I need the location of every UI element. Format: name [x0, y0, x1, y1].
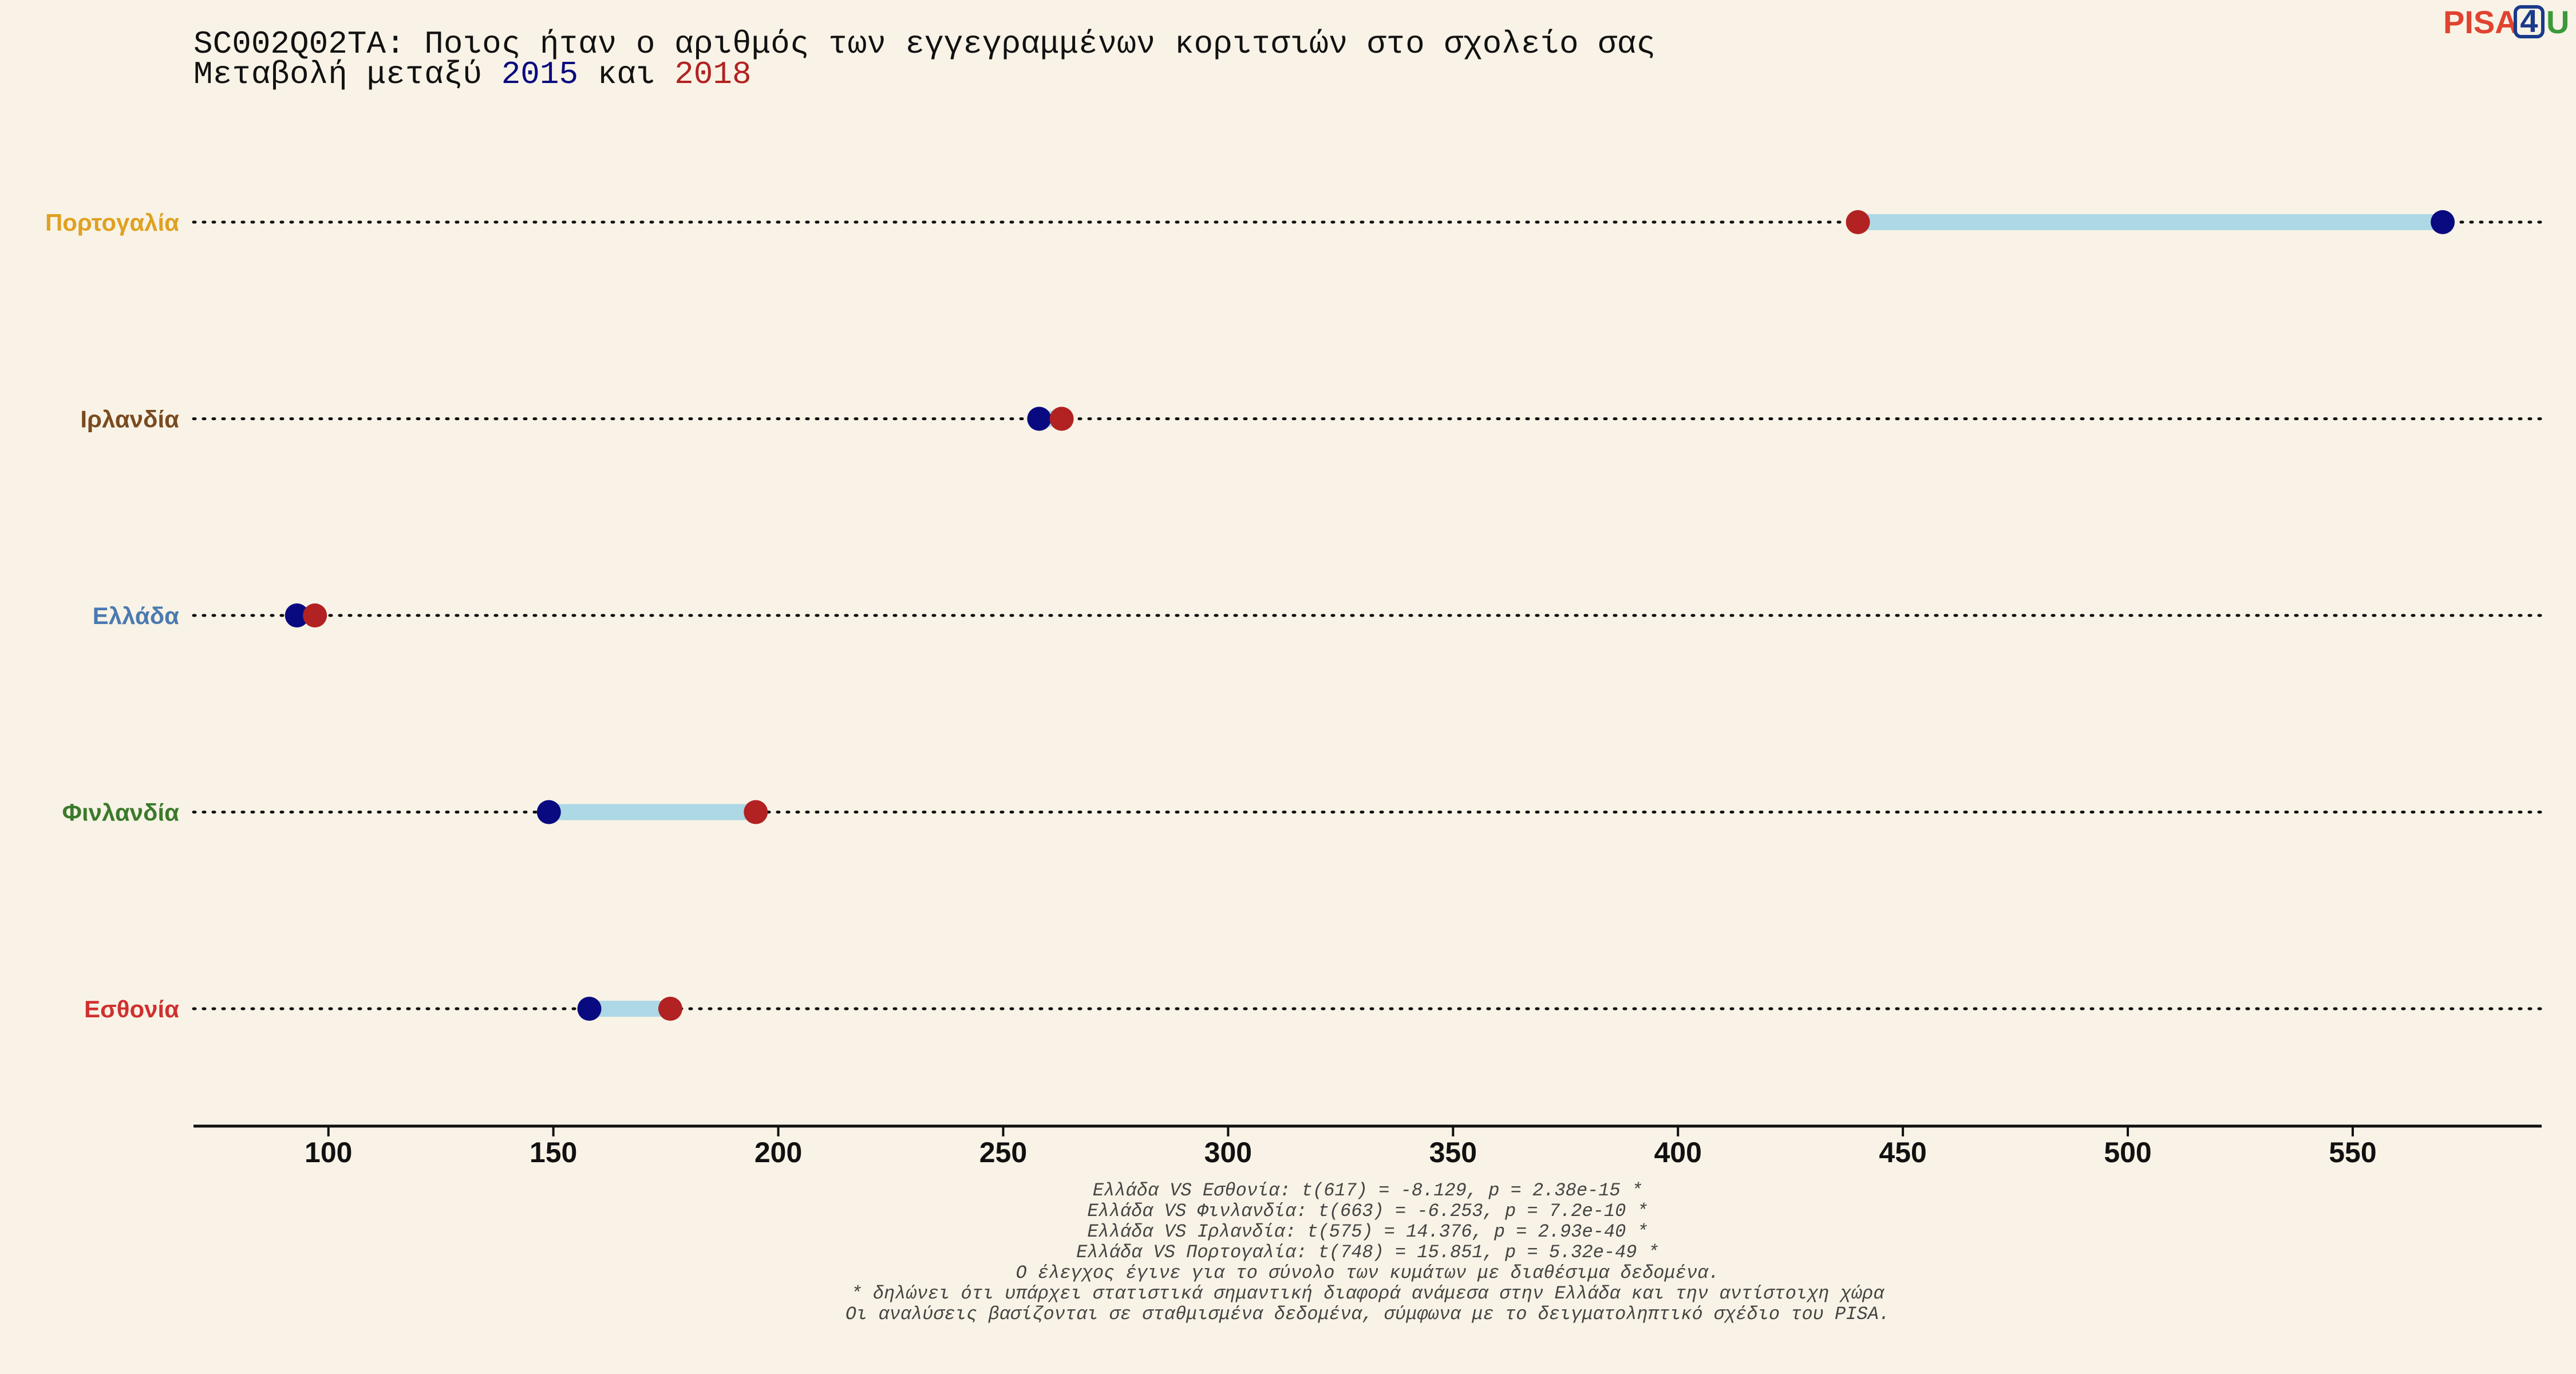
logo-text-4: 4: [2520, 3, 2538, 39]
dot-2015: [536, 800, 561, 824]
country-label: Εσθονία: [84, 996, 179, 1022]
country-row: Πορτογαλία: [45, 209, 2543, 236]
dot-2015: [2431, 210, 2455, 234]
x-tick-label: 400: [1654, 1136, 1701, 1168]
country-label: Ιρλανδία: [80, 406, 179, 433]
range-bar: [1858, 214, 2443, 230]
x-tick-label: 550: [2329, 1136, 2376, 1168]
x-tick-label: 200: [754, 1136, 802, 1168]
chart-rows: Πορτογαλία Ιρλανδία Ελλάδα Φινλανδία Εσθονία: [45, 209, 2543, 1022]
x-tick-label: 250: [979, 1136, 1027, 1168]
x-tick-label: 450: [1879, 1136, 1926, 1168]
dot-2015: [1027, 406, 1052, 431]
footnote-line: Ελλάδα VS Φινλανδία: t(663) = -6.253, p …: [1087, 1201, 1647, 1222]
chart-footnotes: Ελλάδα VS Εσθονία: t(617) = -8.129, p = …: [846, 1180, 1890, 1325]
x-tick-label: 500: [2104, 1136, 2151, 1168]
footnote-line: * δηλώνει ότι υπάρχει στατιστικά σημαντι…: [851, 1283, 1884, 1304]
country-label: Πορτογαλία: [45, 209, 179, 236]
dot-2018: [303, 603, 327, 627]
footnote-line: Ελλάδα VS Πορτογαλία: t(748) = 15.851, p…: [1076, 1242, 1659, 1263]
country-label: Ελλάδα: [93, 602, 180, 629]
subtitle-year-2018: 2018: [674, 56, 751, 93]
dot-2018: [744, 800, 768, 824]
footnote-line: Ελλάδα VS Εσθονία: t(617) = -8.129, p = …: [1093, 1180, 1642, 1201]
country-row: Ελλάδα: [93, 602, 2543, 629]
dot-2018: [1846, 210, 1870, 234]
chart-subtitle: Μεταβολή μεταξύ 2015 και 2018: [193, 56, 752, 93]
subtitle-year-2015: 2015: [501, 56, 578, 93]
logo-text-u: U: [2546, 4, 2569, 40]
x-tick-label: 300: [1204, 1136, 1252, 1168]
pisa4u-logo: PISA 4 U: [2443, 3, 2569, 40]
country-row: Εσθονία: [84, 996, 2543, 1022]
country-row: Φινλανδία: [62, 799, 2543, 826]
footnote-line: Οι αναλύσεις βασίζονται σε σταθμισμένα δ…: [846, 1304, 1890, 1325]
x-axis-ticks: 100 150 200 250 300 350 400 450 500 550: [305, 1126, 2377, 1168]
footnote-line: Ελλάδα VS Ιρλανδία: t(575) = 14.376, p =…: [1087, 1221, 1647, 1242]
x-tick-label: 350: [1429, 1136, 1477, 1168]
dot-2018: [658, 997, 682, 1021]
x-tick-label: 150: [530, 1136, 577, 1168]
logo-text-pisa: PISA: [2443, 4, 2518, 40]
dot-2015: [577, 997, 602, 1021]
subtitle-middle: και: [578, 56, 674, 93]
logo-box: [2514, 5, 2545, 38]
chart-title: SC002Q02TA: Ποιος ήταν ο αριθμός των εγγ…: [193, 26, 1656, 62]
dot-2018: [1049, 406, 1074, 431]
range-bar: [589, 1001, 670, 1017]
footnote-line: Ο έλεγχος έγινε για το σύνολο των κυμάτω…: [1016, 1262, 1720, 1284]
range-bar: [548, 804, 756, 820]
country-row: Ιρλανδία: [80, 406, 2543, 433]
country-label: Φινλανδία: [62, 799, 180, 826]
dot-2015: [285, 603, 309, 627]
subtitle-prefix: Μεταβολή μεταξύ: [193, 56, 501, 93]
x-tick-label: 100: [305, 1136, 352, 1168]
